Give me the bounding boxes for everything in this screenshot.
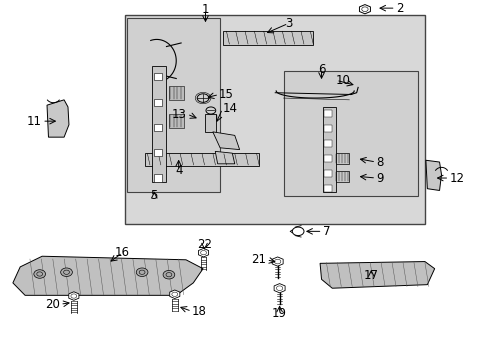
Bar [154,175,161,181]
Polygon shape [274,284,285,293]
Polygon shape [47,100,69,137]
Bar [322,107,335,192]
Polygon shape [198,248,208,257]
Text: 21: 21 [251,253,266,266]
Polygon shape [13,256,203,295]
Text: 1: 1 [202,3,209,16]
Polygon shape [69,292,79,300]
Text: 8: 8 [375,156,383,168]
Circle shape [34,270,45,278]
Text: 22: 22 [197,238,212,251]
Bar [154,99,161,105]
Text: 14: 14 [222,102,237,115]
Bar [152,66,166,181]
Bar [205,114,216,132]
Bar [324,170,331,177]
Bar [154,124,161,131]
Text: 6: 6 [317,63,325,76]
Text: 13: 13 [172,108,186,121]
Bar [168,114,183,128]
Polygon shape [212,132,239,150]
Bar [144,153,259,166]
Bar [125,14,424,224]
Bar [324,155,331,162]
Text: 19: 19 [271,307,286,320]
Bar [168,86,183,100]
Polygon shape [425,160,441,190]
Bar [222,31,312,45]
Polygon shape [320,262,434,288]
Bar [324,185,331,192]
Bar [324,111,331,117]
Polygon shape [215,151,234,164]
Bar [127,18,220,192]
Text: 20: 20 [45,298,60,311]
Bar [334,153,348,164]
Bar [283,71,417,196]
Text: 16: 16 [115,246,130,259]
Circle shape [163,270,174,279]
Bar [154,149,161,156]
Circle shape [136,268,148,276]
Text: 4: 4 [175,165,182,177]
Polygon shape [272,257,283,266]
Text: 17: 17 [363,269,378,282]
Text: 7: 7 [322,225,329,238]
Text: 10: 10 [335,74,350,87]
Bar [324,140,331,147]
Text: 2: 2 [395,2,402,15]
Polygon shape [169,290,180,298]
Text: 15: 15 [219,88,234,101]
Text: 11: 11 [27,115,42,128]
Text: 3: 3 [284,17,291,30]
Text: 9: 9 [375,171,383,185]
Circle shape [61,268,72,276]
Text: 18: 18 [191,305,206,318]
Bar [334,171,348,181]
Bar [154,73,161,80]
Bar [324,125,331,132]
Text: 5: 5 [150,189,158,202]
Polygon shape [359,5,370,14]
Text: 12: 12 [448,171,463,185]
